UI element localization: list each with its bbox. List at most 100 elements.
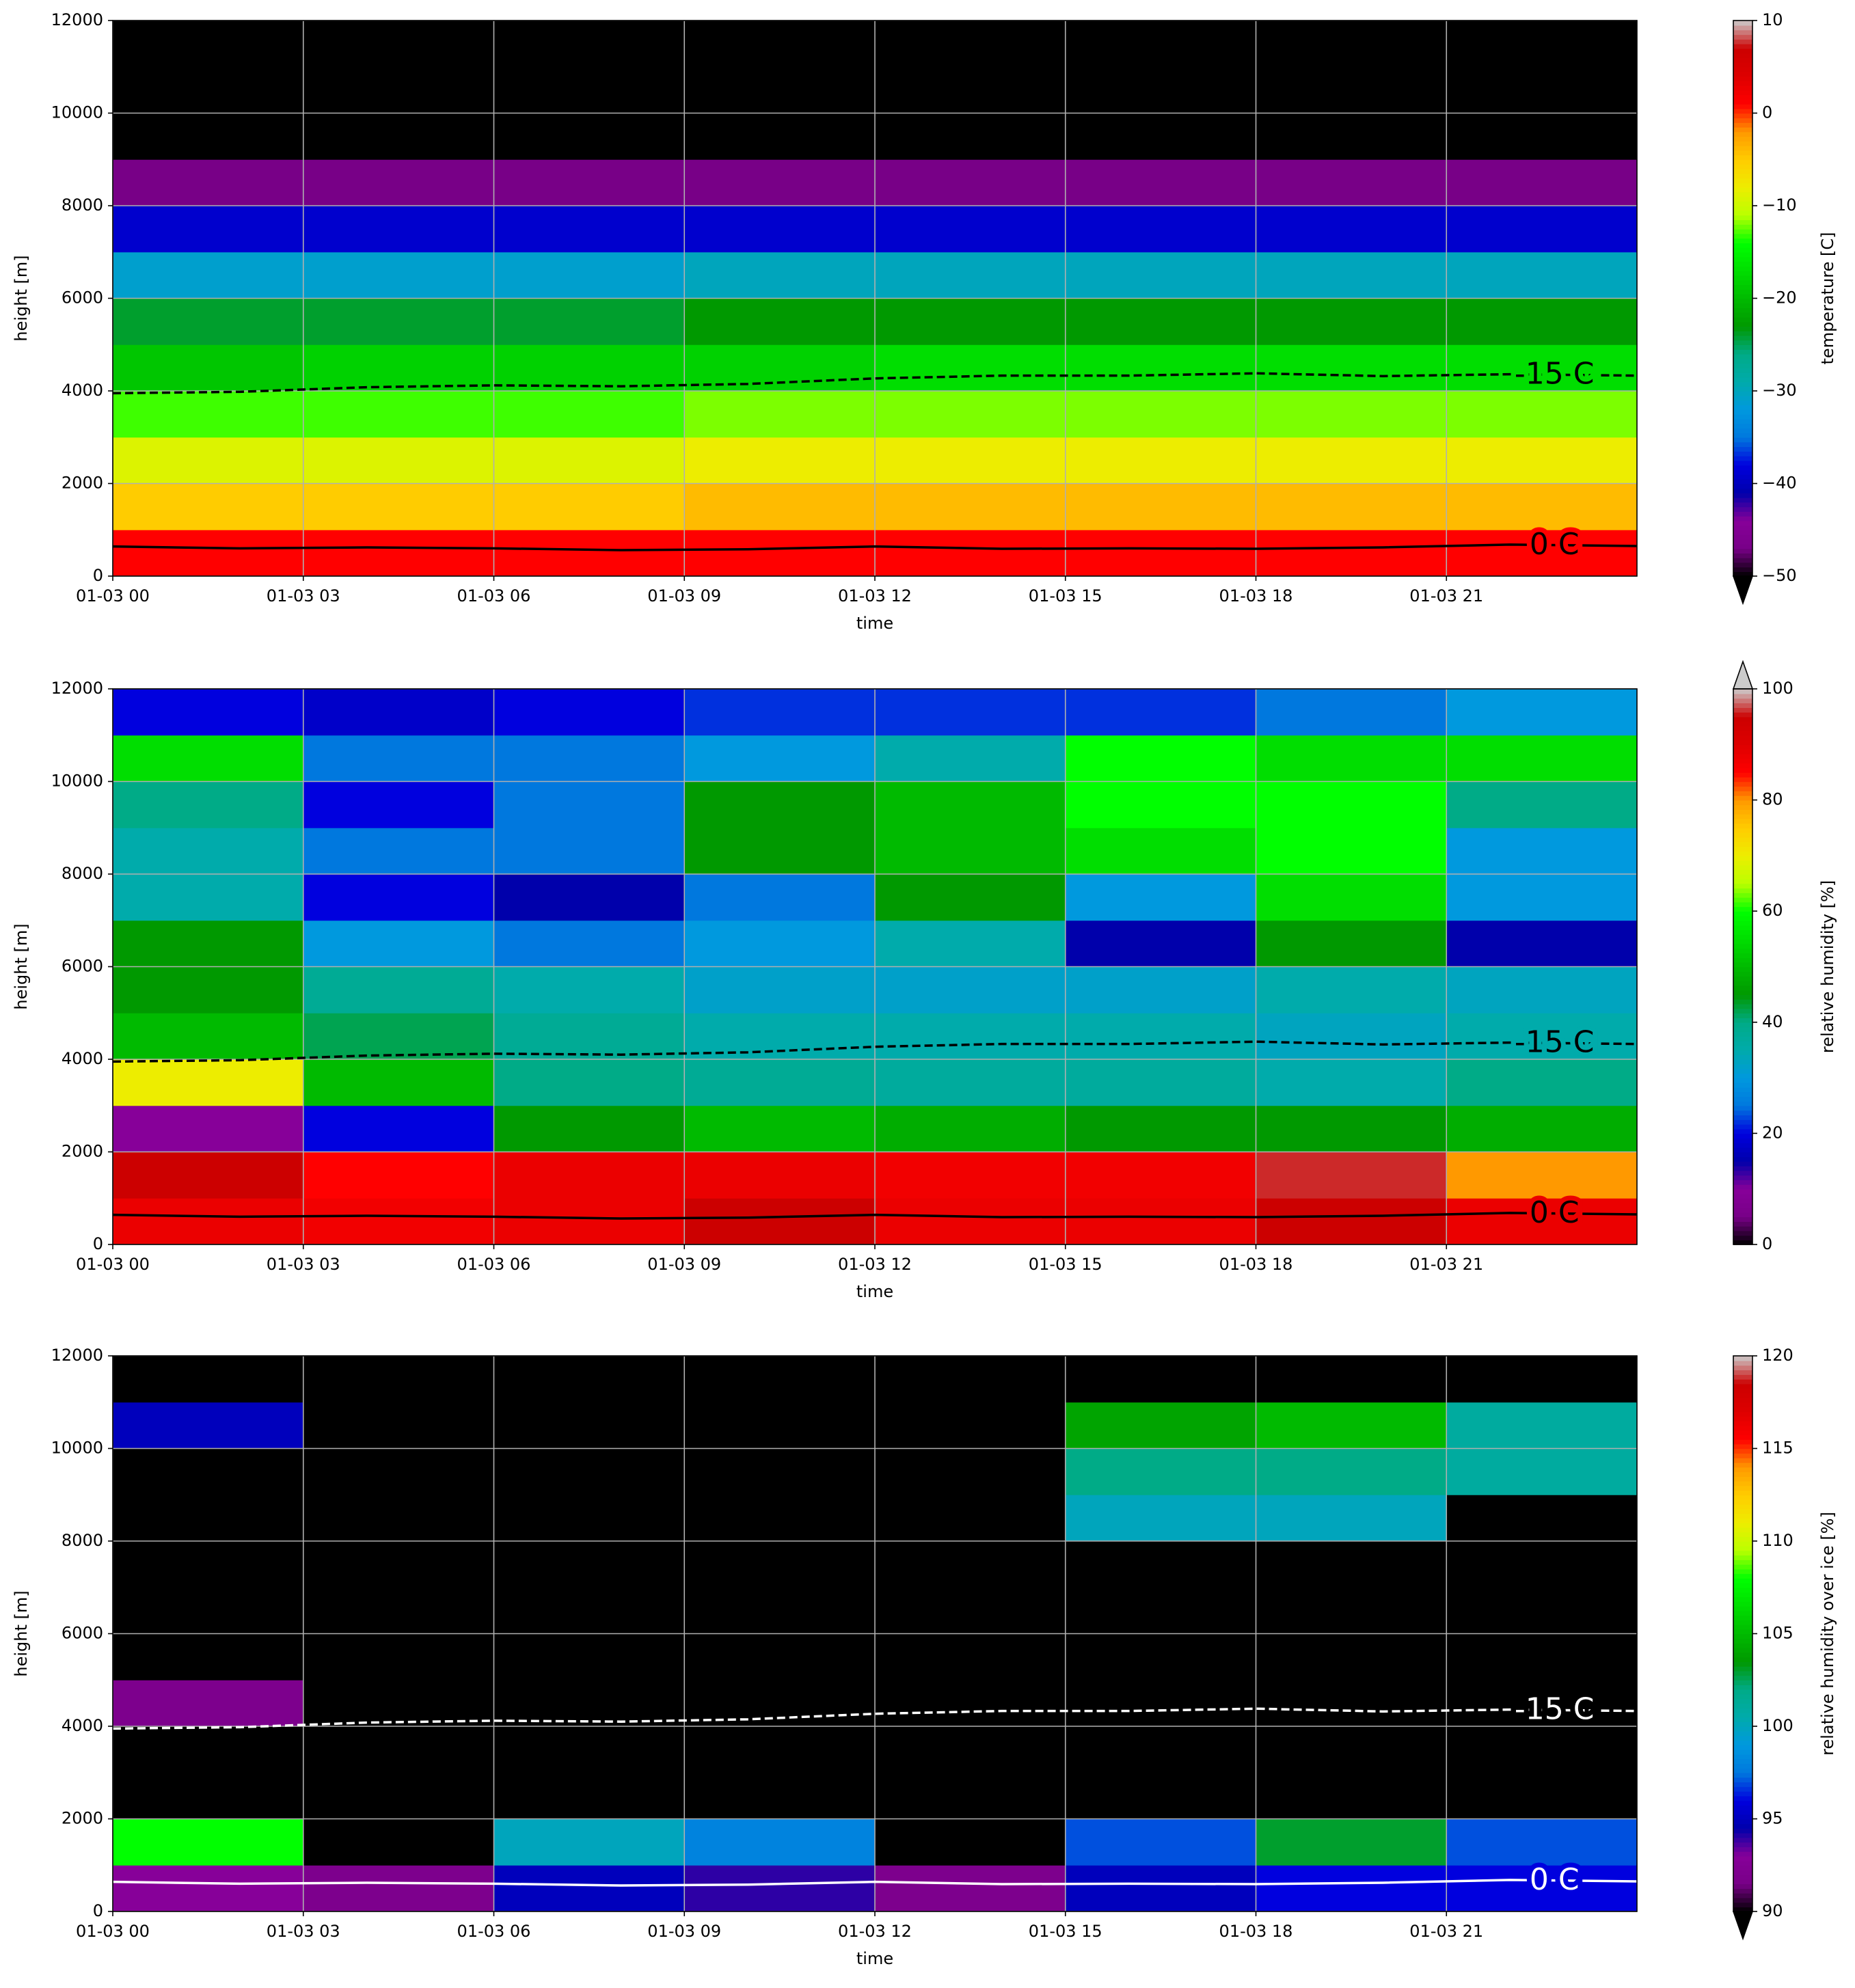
colorbar-swatch xyxy=(1733,326,1752,331)
heatmap-cell xyxy=(684,828,876,875)
heatmap-cell xyxy=(1256,21,1447,68)
colorbar-swatch xyxy=(1733,118,1752,123)
colorbar-swatch xyxy=(1733,1527,1752,1533)
heatmap-cell xyxy=(113,344,304,392)
heatmap-cell xyxy=(493,206,685,253)
colorbar-swatch xyxy=(1733,1665,1752,1672)
colorbar-swatch xyxy=(1733,1624,1752,1630)
colorbar-swatch xyxy=(1733,330,1752,336)
heatmap-cell xyxy=(1446,689,1638,736)
heatmap-cell xyxy=(875,1819,1066,1866)
heatmap-cell xyxy=(875,1059,1066,1106)
colorbar-swatch xyxy=(1733,1142,1752,1148)
heatmap-cell xyxy=(113,391,304,438)
heatmap-cell xyxy=(1446,1013,1638,1060)
heatmap-cell xyxy=(113,1013,304,1060)
colorbar-swatch xyxy=(1733,1615,1752,1620)
colorbar-swatch xyxy=(1733,1633,1752,1639)
colorbar-swatch xyxy=(1733,1091,1752,1097)
heatmap-cell xyxy=(684,21,876,68)
heatmap-cell xyxy=(1065,1865,1256,1912)
heatmap-cell xyxy=(303,1541,494,1588)
heatmap-cell xyxy=(1256,1680,1447,1727)
colorbar-swatch xyxy=(1733,1707,1752,1713)
heatmap-cell xyxy=(875,1587,1066,1634)
colorbar-swatch xyxy=(1733,1416,1752,1421)
colorbar-swatch xyxy=(1733,474,1752,480)
heatmap-cell xyxy=(684,689,876,736)
colorbar-swatch xyxy=(1733,948,1752,953)
x-tick-label: 01-03 15 xyxy=(1029,1255,1102,1274)
heatmap-cell xyxy=(303,1198,494,1245)
heatmap-cell xyxy=(1256,1013,1447,1060)
colorbar-swatch xyxy=(1733,344,1752,350)
colorbar-swatch xyxy=(1733,874,1752,880)
heatmap-cell xyxy=(1256,1356,1447,1403)
x-tick-label: 01-03 09 xyxy=(647,586,721,605)
colorbar-swatch xyxy=(1733,136,1752,141)
y-tick-label: 2000 xyxy=(62,1809,103,1828)
heatmap-cell xyxy=(303,483,494,530)
colorbar-swatch xyxy=(1733,483,1752,489)
colorbar-swatch xyxy=(1733,1420,1752,1426)
x-tick-label: 01-03 09 xyxy=(647,1922,721,1941)
colorbar-swatch xyxy=(1733,1013,1752,1018)
heatmap-cell xyxy=(493,159,685,206)
colorbar-swatch xyxy=(1733,460,1752,466)
colorbar-swatch xyxy=(1733,511,1752,517)
colorbar-swatch xyxy=(1733,1212,1752,1218)
colorbar-swatch xyxy=(1733,1661,1752,1667)
heatmap-cell xyxy=(113,113,304,160)
colorbar-swatch xyxy=(1733,1670,1752,1676)
heatmap-cell xyxy=(875,206,1066,253)
colorbar-swatch xyxy=(1733,1730,1752,1737)
heatmap-cell xyxy=(493,874,685,921)
colorbar-swatch xyxy=(1733,94,1752,100)
heatmap-cell xyxy=(1065,1587,1256,1634)
colorbar-swatch xyxy=(1733,901,1752,908)
heatmap-cell xyxy=(303,781,494,828)
colorbar-swatch xyxy=(1733,1560,1752,1565)
colorbar-swatch xyxy=(1733,1365,1752,1371)
heatmap-cell xyxy=(493,1402,685,1449)
colorbar-swatch xyxy=(1733,1188,1752,1195)
colorbar-swatch xyxy=(1733,929,1752,935)
x-tick-label: 01-03 00 xyxy=(76,1922,150,1941)
y-tick-label: 4000 xyxy=(62,381,103,400)
colorbar-swatch xyxy=(1733,66,1752,72)
colorbar-swatch xyxy=(1733,196,1752,202)
colorbar-swatch xyxy=(1733,1073,1752,1078)
colorbar-swatch xyxy=(1733,298,1752,304)
colorbar-swatch xyxy=(1733,791,1752,796)
colorbar-swatch xyxy=(1733,698,1752,704)
heatmap-cell xyxy=(1256,1105,1447,1152)
colorbar-swatch xyxy=(1733,1610,1752,1616)
heatmap-cell xyxy=(113,1726,304,1773)
heatmap-cell xyxy=(493,966,685,1013)
y-tick-label: 6000 xyxy=(62,957,103,976)
colorbar-swatch xyxy=(1733,864,1752,871)
contour-label: -15 C xyxy=(1515,1025,1595,1060)
heatmap-cell xyxy=(875,113,1066,160)
colorbar-swatch xyxy=(1733,1809,1752,1815)
colorbar-swatch xyxy=(1733,368,1752,373)
colorbar-tick-label: 10 xyxy=(1762,10,1783,29)
colorbar-swatch xyxy=(1733,971,1752,977)
heatmap-cell xyxy=(493,781,685,828)
colorbar-swatch xyxy=(1733,349,1752,355)
heatmap-cell xyxy=(1446,1105,1638,1152)
heatmap-cell xyxy=(684,344,876,392)
colorbar-swatch xyxy=(1733,478,1752,485)
heatmap-cell xyxy=(303,1356,494,1403)
colorbar-swatch xyxy=(1733,707,1752,713)
heatmap-cell xyxy=(1065,1633,1256,1680)
colorbar-swatch xyxy=(1733,1374,1752,1380)
heatmap-cell xyxy=(493,21,685,68)
colorbar-swatch xyxy=(1733,21,1752,26)
colorbar-swatch xyxy=(1733,869,1752,875)
colorbar-swatch xyxy=(1733,395,1752,401)
y-tick-label: 0 xyxy=(93,1234,103,1253)
colorbar-swatch xyxy=(1733,763,1752,768)
colorbar-swatch xyxy=(1733,409,1752,415)
heatmap-cell xyxy=(493,530,685,577)
